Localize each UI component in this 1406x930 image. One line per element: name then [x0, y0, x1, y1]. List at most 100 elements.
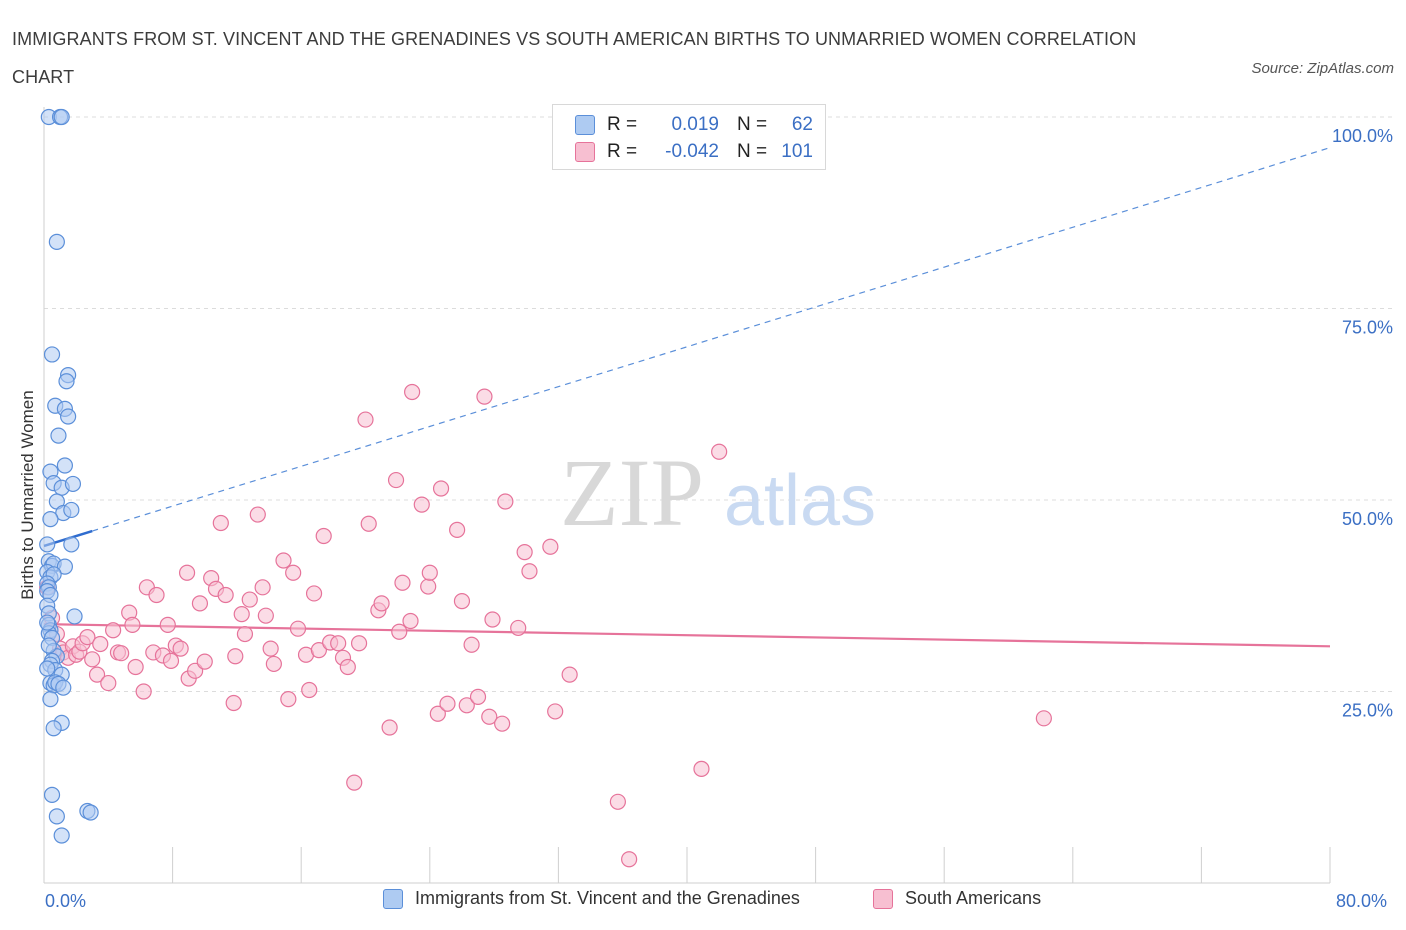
data-point-south-americans: [391, 623, 408, 640]
data-point-st-vincent: [39, 614, 56, 631]
data-point-st-vincent: [39, 536, 56, 553]
data-point-st-vincent: [64, 475, 82, 493]
data-point-south-americans: [453, 593, 471, 610]
data-point-south-americans: [257, 607, 274, 624]
data-point-south-americans: [476, 388, 493, 405]
bottom-legend-label-pink: South Americans: [905, 888, 1042, 908]
data-point-south-americans: [463, 636, 480, 653]
x-tick-label-max: 80.0%: [1336, 891, 1388, 911]
chart-title: IMMIGRANTS FROM ST. VINCENT AND THE GREN…: [12, 29, 1137, 87]
data-point-south-americans: [315, 527, 332, 545]
legend-n-label: N =: [737, 114, 768, 135]
bottom-legend: Immigrants from St. Vincent and the Gren…: [0, 888, 1406, 916]
data-point-south-americans: [127, 658, 144, 676]
data-point-south-americans: [162, 652, 180, 669]
data-point-south-americans: [84, 651, 101, 668]
data-point-south-americans: [105, 622, 122, 639]
data-point-south-americans: [339, 658, 356, 676]
points-st-vincent: [39, 108, 99, 844]
data-point-st-vincent: [56, 457, 73, 474]
watermark-zip: ZIP: [560, 439, 704, 546]
data-point-south-americans: [217, 586, 234, 604]
data-point-south-americans: [561, 666, 578, 683]
data-point-south-americans: [265, 655, 282, 673]
data-point-st-vincent: [48, 808, 65, 825]
data-point-south-americans: [516, 543, 533, 561]
data-point-st-vincent: [56, 558, 73, 575]
data-point-south-americans: [310, 642, 327, 659]
data-point-south-americans: [711, 443, 728, 460]
data-point-south-americans: [241, 591, 258, 608]
y-tick-label: 25.0%: [1342, 701, 1393, 721]
data-point-south-americans: [254, 579, 271, 596]
data-point-st-vincent: [48, 233, 65, 250]
data-point-south-americans: [542, 538, 559, 555]
data-point-south-americans: [420, 578, 437, 595]
data-point-st-vincent: [42, 691, 59, 708]
bottom-legend-swatch-blue: [383, 888, 403, 909]
data-point-south-americans: [79, 629, 96, 646]
data-point-st-vincent: [63, 536, 80, 553]
data-point-south-americans: [305, 585, 323, 602]
data-point-south-americans: [275, 552, 292, 569]
data-point-south-americans: [404, 383, 421, 401]
data-point-south-americans: [458, 697, 475, 714]
data-point-south-americans: [350, 635, 368, 652]
data-point-south-americans: [609, 793, 626, 810]
data-point-south-americans: [360, 515, 377, 532]
data-point-south-americans: [497, 493, 514, 510]
legend-row-blue: R = 0.019 N = 62: [575, 112, 813, 138]
data-point-south-americans: [421, 564, 438, 581]
data-point-st-vincent: [66, 608, 83, 625]
legend-r-value: -0.042: [665, 141, 719, 162]
data-point-south-americans: [212, 514, 229, 532]
axes: [43, 107, 1331, 884]
data-point-south-americans: [172, 640, 189, 657]
data-point-south-americans: [413, 496, 430, 513]
data-point-south-americans: [249, 506, 266, 523]
data-point-south-americans: [289, 620, 307, 637]
data-point-south-americans: [469, 688, 487, 705]
legend-n-value: 101: [781, 141, 813, 162]
trend-line-pink-solid: [43, 622, 1331, 648]
data-point-south-americans: [402, 612, 419, 630]
data-point-south-americans: [449, 521, 466, 538]
data-point-south-americans: [1035, 710, 1052, 727]
y-tick-label: 50.0%: [1342, 509, 1393, 529]
data-point-st-vincent: [53, 108, 70, 126]
watermark: ZIP atlas: [560, 439, 876, 546]
data-point-south-americans: [510, 619, 527, 637]
data-point-st-vincent: [43, 346, 61, 363]
data-point-south-americans: [484, 611, 501, 628]
data-point-st-vincent: [42, 511, 59, 528]
data-point-south-americans: [330, 635, 347, 652]
data-point-south-americans: [285, 564, 302, 581]
legend-n-value: 62: [791, 114, 813, 135]
data-point-south-americans: [225, 694, 242, 712]
data-point-st-vincent: [63, 501, 80, 519]
data-point-st-vincent: [50, 427, 67, 444]
data-point-south-americans: [124, 616, 141, 633]
trend-line-pink: [43, 622, 1331, 648]
trend-line-blue-dashed: [92, 147, 1331, 532]
bottom-legend-item-pink: South Americans: [873, 888, 1041, 909]
data-point-south-americans: [394, 574, 411, 591]
data-point-st-vincent: [60, 408, 77, 425]
data-point-south-americans: [357, 411, 374, 428]
data-point-south-americans: [387, 471, 405, 489]
legend-row-pink: R = -0.042 N = 101: [575, 139, 813, 165]
data-point-south-americans: [432, 480, 450, 497]
data-point-south-americans: [236, 625, 254, 643]
data-point-st-vincent: [45, 720, 62, 737]
data-point-st-vincent: [58, 373, 75, 390]
data-point-south-americans: [346, 774, 363, 791]
legend-r-value: 0.019: [671, 114, 719, 135]
legend-r-label: R =: [607, 141, 638, 162]
bottom-legend-item-blue: Immigrants from St. Vincent and the Gren…: [383, 888, 800, 909]
bottom-legend-label-blue: Immigrants from St. Vincent and the Gren…: [415, 888, 800, 908]
data-point-south-americans: [100, 674, 117, 692]
watermark-atlas: atlas: [724, 461, 876, 541]
data-point-south-americans: [494, 715, 511, 732]
data-point-south-americans: [88, 666, 106, 683]
data-point-south-americans: [227, 648, 244, 665]
